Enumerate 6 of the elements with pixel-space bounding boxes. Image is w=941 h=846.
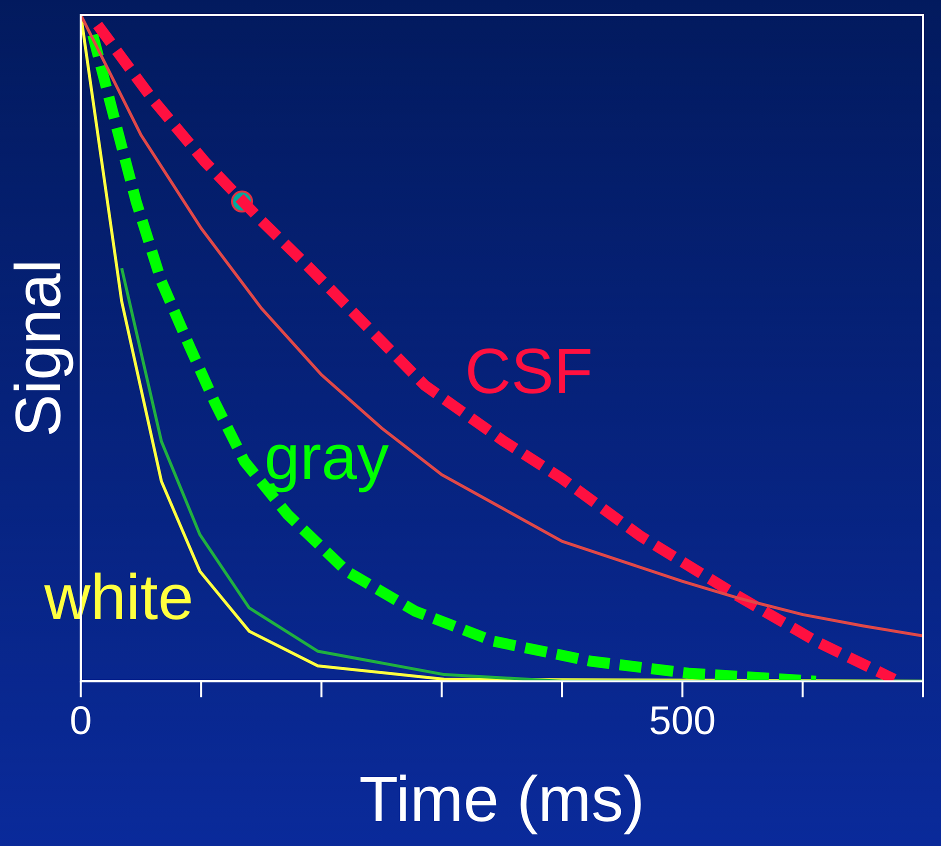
x-axis-title: Time (ms) xyxy=(359,763,645,836)
x-tick-label: 0 xyxy=(70,699,92,744)
y-axis-title: Signal xyxy=(2,259,74,438)
series-label: gray xyxy=(264,420,389,493)
x-tick-label: 500 xyxy=(648,699,716,744)
series-label: CSF xyxy=(464,335,593,408)
